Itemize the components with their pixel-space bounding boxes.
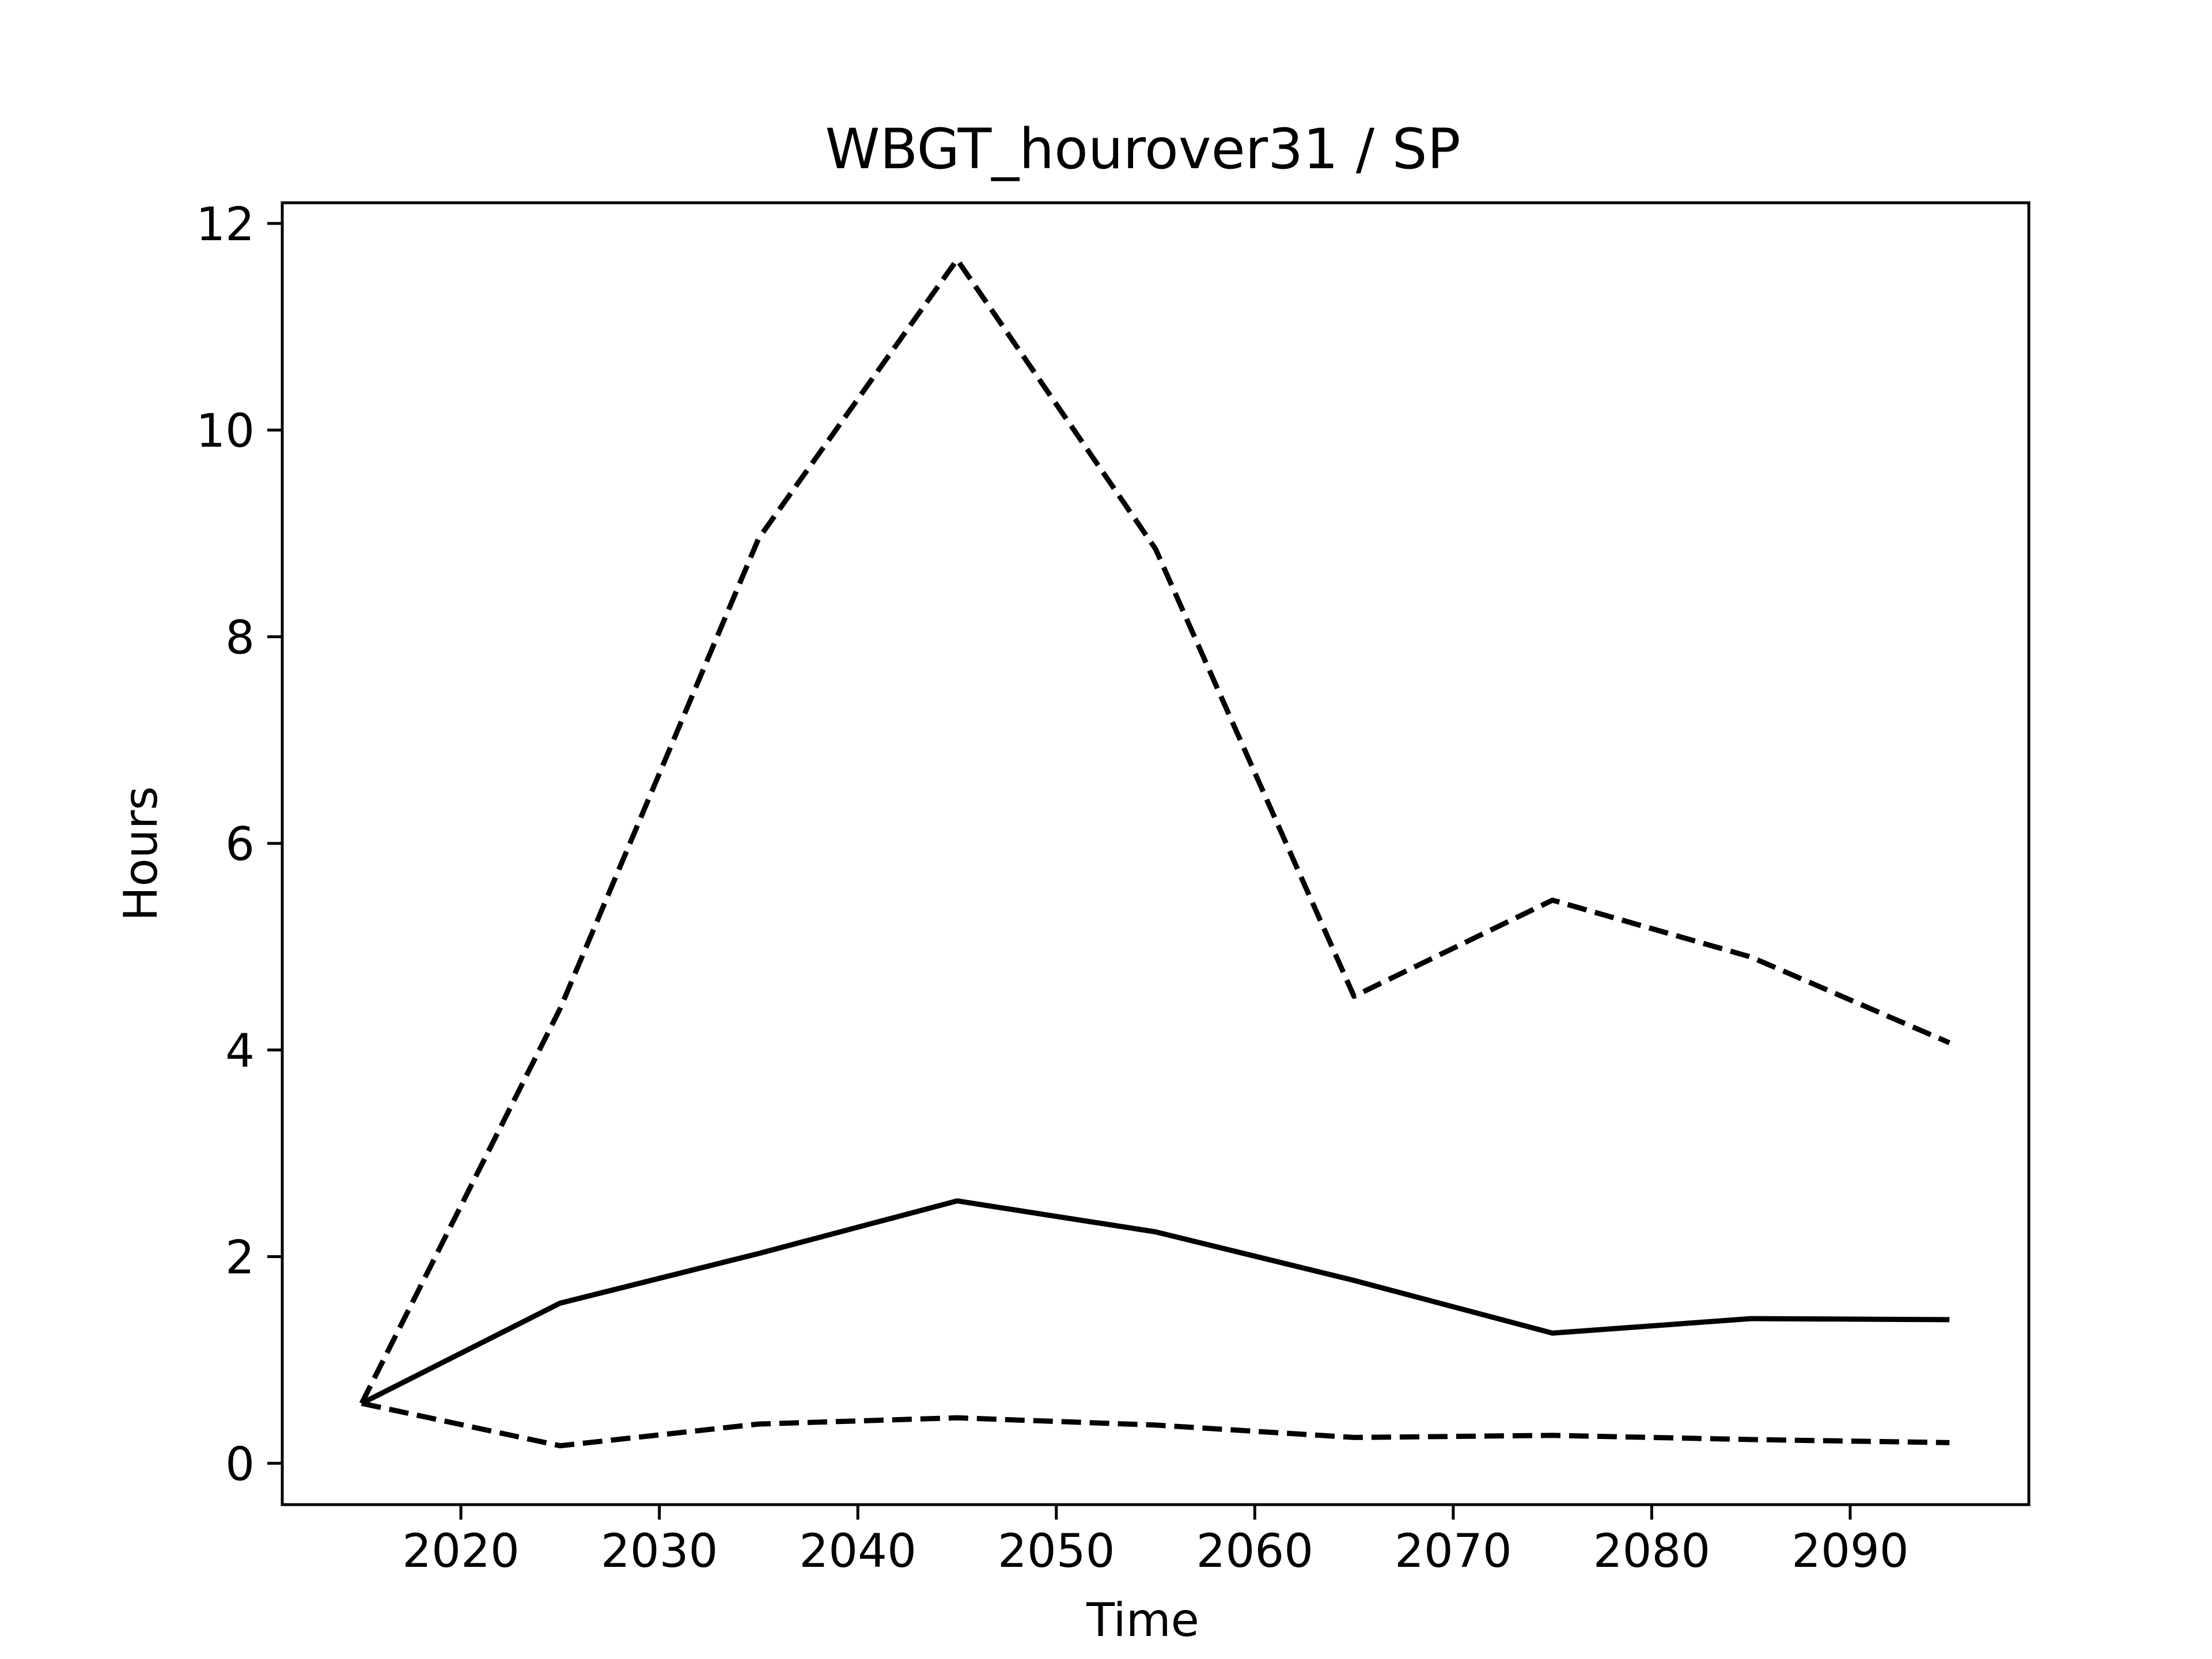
y-tick-label: 2	[225, 1231, 255, 1285]
series-layer	[359, 257, 1950, 1449]
x-tick-label: 2030	[601, 1524, 718, 1578]
x-tick-label: 2080	[1593, 1524, 1711, 1578]
x-tick-label: 2060	[1196, 1524, 1313, 1578]
x-tick-label: 2040	[799, 1524, 916, 1578]
x-axis-ticks: 2020 2030 2040 2050 2060 2070 2080 2090	[402, 1505, 1909, 1578]
y-tick-label: 6	[225, 817, 255, 871]
x-tick-label: 2050	[998, 1524, 1115, 1578]
y-tick-label: 0	[225, 1437, 255, 1491]
y-axis-ticks: 0 2 4 6 8 10 12	[196, 198, 282, 1491]
x-tick-label: 2070	[1395, 1524, 1512, 1578]
y-tick-label: 12	[196, 198, 255, 251]
x-tick-label: 2090	[1791, 1524, 1909, 1578]
x-tick-label: 2020	[402, 1524, 520, 1578]
x-axis-label: Time	[1086, 1593, 1199, 1647]
series-line-1	[359, 257, 1950, 1405]
chart-title: WBGT_hourover31 / SP	[825, 117, 1461, 181]
series-line-3	[361, 1400, 1950, 1449]
plot-frame	[281, 201, 2031, 1506]
y-axis-label: Hours	[114, 786, 168, 921]
series-line-2	[360, 1198, 1950, 1406]
y-tick-label: 10	[196, 404, 255, 458]
y-tick-label: 4	[225, 1024, 255, 1078]
y-tick-label: 8	[225, 611, 255, 664]
